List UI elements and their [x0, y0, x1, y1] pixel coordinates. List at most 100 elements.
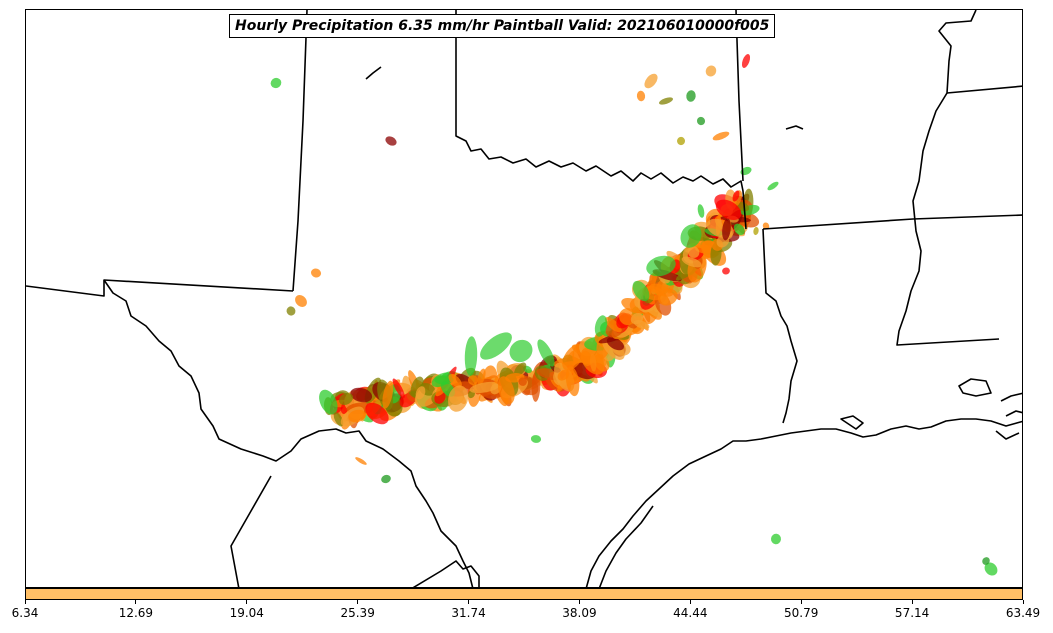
- precip-blob: [762, 222, 770, 230]
- colorbar-tick-label: 12.69: [118, 606, 154, 620]
- rio-grande: [103, 279, 474, 587]
- precip-blob: [319, 389, 338, 415]
- colorbar: [25, 588, 1023, 600]
- ok-tx-border: [455, 10, 747, 230]
- precip-blob: [469, 381, 500, 394]
- ar-west-border: [735, 10, 744, 182]
- precip-blob: [733, 223, 745, 236]
- map-canvas: [26, 10, 1022, 587]
- colorbar-tick-label: 19.04: [229, 606, 264, 620]
- tn-small-feature: [785, 125, 804, 130]
- colorbar-tick-mark: [578, 600, 580, 604]
- precip-blob: [477, 368, 486, 386]
- precip-blob: [722, 218, 731, 241]
- precip-blob: [681, 256, 702, 268]
- colorbar-tick-label: 38.09: [562, 606, 597, 620]
- colorbar-tick-mark: [246, 600, 248, 604]
- colorbar-tick-label: 63.49: [1005, 606, 1041, 620]
- precip-blob: [696, 116, 706, 126]
- precip-blob: [632, 280, 650, 302]
- precip-blob: [732, 190, 740, 202]
- colorbar-tick-label: 44.44: [673, 606, 708, 620]
- precip-blob: [537, 339, 555, 367]
- precip-blob: [676, 136, 686, 146]
- precip-blob: [338, 393, 354, 405]
- precip-blob: [712, 131, 730, 141]
- precip-blob: [594, 315, 608, 337]
- precip-blob: [310, 268, 322, 278]
- colorbar-tick-mark: [135, 600, 137, 604]
- precip-blob: [636, 90, 646, 102]
- colorbar-tick-mark: [911, 600, 913, 604]
- precip-blob: [382, 380, 394, 409]
- colorbar-tick-mark: [800, 600, 802, 604]
- tx-la-border: [762, 228, 798, 424]
- precip-blob: [295, 295, 307, 307]
- precip-blob: [715, 199, 742, 220]
- precip-blob: [680, 224, 702, 248]
- precip-blob: [982, 557, 990, 565]
- precip-blob: [705, 65, 717, 77]
- colorbar-tick-label: 25.39: [340, 606, 375, 620]
- colorbar-tick-mark: [689, 600, 691, 604]
- precip-blob: [480, 332, 512, 360]
- precip-blob: [686, 90, 696, 102]
- colorbar-tick-mark: [468, 600, 470, 604]
- precip-blob: [606, 337, 625, 351]
- precip-blob: [497, 376, 515, 405]
- precip-blob: [381, 474, 391, 484]
- precip-blob: [633, 320, 650, 330]
- precip-blob: [770, 533, 782, 545]
- tx-nm-border: [26, 279, 294, 297]
- colorbar-tick-mark: [1022, 600, 1024, 604]
- precip-blob: [286, 306, 296, 316]
- precip-blob: [646, 255, 676, 277]
- ms-river-border: [896, 10, 1000, 346]
- la-lakes: [840, 415, 864, 430]
- precip-blob: [644, 73, 658, 89]
- precipitation-layer: [270, 54, 998, 576]
- precip-blob: [448, 373, 462, 388]
- precip-blob: [464, 336, 478, 376]
- precip-blob: [659, 97, 673, 105]
- barrier-islands: [598, 505, 654, 587]
- ar-la-border: [762, 214, 1022, 230]
- precip-blob: [753, 226, 759, 236]
- colorbar-tick-label: 31.74: [451, 606, 486, 620]
- mexico-border-1: [230, 475, 272, 587]
- precip-blob: [392, 378, 405, 399]
- la-coast-bayous: [958, 378, 1022, 440]
- colorbar-tick-label: 57.14: [894, 606, 930, 620]
- precip-blob: [350, 387, 373, 403]
- precip-blob: [722, 267, 730, 275]
- precip-blob: [415, 386, 426, 400]
- precip-blob: [565, 366, 580, 397]
- gulf-coast: [585, 418, 1022, 587]
- precip-blob: [270, 77, 282, 89]
- ar-ms-border: [946, 85, 1022, 94]
- precip-blob: [530, 435, 542, 443]
- colorbar-tick-mark: [24, 600, 26, 604]
- state-boundaries: [26, 10, 1022, 587]
- map-frame: [25, 9, 1023, 588]
- precip-blob: [741, 54, 751, 68]
- precip-blob: [365, 402, 389, 425]
- precip-blob: [514, 362, 527, 377]
- precip-blob: [348, 409, 366, 423]
- mexico-border-2: [412, 560, 480, 587]
- colorbar-tick-label: 50.79: [784, 606, 819, 620]
- precip-blob: [604, 317, 622, 333]
- kansas-small-feature: [365, 66, 382, 80]
- precip-blob: [557, 369, 570, 381]
- map-title: Hourly Precipitation 6.35 mm/hr Paintbal…: [229, 14, 776, 38]
- precip-blob: [740, 166, 752, 176]
- colorbar-tick-mark: [357, 600, 359, 604]
- precip-blob: [509, 339, 533, 363]
- precip-blob: [447, 385, 469, 412]
- tx-panhandle-west-border: [292, 10, 308, 292]
- precip-blob: [687, 246, 700, 258]
- precip-blob: [697, 204, 705, 218]
- precip-blob: [355, 457, 367, 465]
- precip-blob: [767, 181, 779, 191]
- precip-blob: [385, 136, 397, 146]
